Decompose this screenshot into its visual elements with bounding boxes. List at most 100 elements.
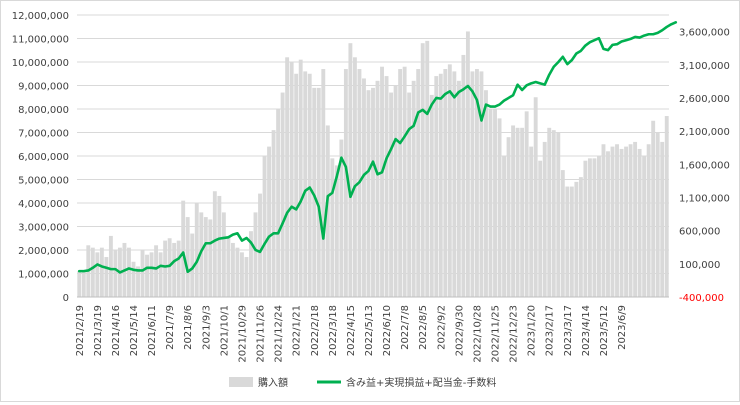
bar [99, 247, 104, 297]
bar [362, 78, 366, 297]
x-tick-label: 2021/11/26 [256, 305, 267, 363]
bar [325, 125, 330, 297]
legend-label-line: 含み益+実現損益+配当金-手数料 [346, 376, 496, 389]
bar [542, 141, 547, 297]
x-tick-label: 2022/11/25 [491, 305, 502, 363]
right-axis-tick-labels: -400,000 100,000 600,000 1,100,000 1,600,000… [679, 28, 730, 304]
bar [81, 271, 86, 297]
bar [628, 144, 633, 297]
bar [615, 144, 619, 297]
bar [307, 73, 312, 297]
x-tick-label: 2022/9/30 [454, 305, 465, 356]
line-series-total-profit [77, 20, 678, 274]
bar [524, 111, 529, 297]
bar [610, 146, 615, 297]
right-tick-label: 600,000 [679, 227, 720, 238]
bar-series-purchase-amount [77, 31, 669, 298]
bar [366, 90, 371, 297]
x-tick-label: 2022/7/8 [400, 305, 411, 350]
bar [651, 120, 656, 297]
bar [447, 64, 452, 297]
x-tick-label: 2022/8/5 [418, 305, 429, 350]
bar [551, 130, 556, 297]
right-tick-label: 100,000 [679, 260, 720, 271]
x-tick-label: 2021/2/19 [75, 305, 86, 356]
x-tick-label: 2021/8/6 [183, 305, 194, 350]
bar [420, 43, 425, 298]
bar [375, 80, 380, 297]
bar [411, 80, 416, 297]
bar [664, 116, 669, 297]
bar [407, 92, 412, 297]
bar [108, 235, 113, 297]
bar [488, 109, 493, 297]
bar [619, 148, 624, 297]
bar [578, 177, 583, 297]
bar [249, 231, 253, 297]
bar [113, 250, 118, 297]
bar [244, 257, 249, 297]
legend-swatch-bar [229, 377, 253, 387]
bar [145, 254, 149, 297]
bar [456, 80, 461, 297]
left-tick-label: 7,000,000 [18, 129, 69, 140]
x-tick-label: 2023/2/17 [545, 305, 556, 356]
bar [642, 156, 647, 297]
bar [646, 144, 651, 297]
x-tick-label: 2022/4/15 [346, 305, 357, 356]
bar [533, 97, 538, 297]
x-tick-label: 2023/4/14 [581, 305, 592, 356]
x-tick-label: 2021/3/19 [93, 305, 104, 356]
bar [520, 127, 525, 297]
x-tick-label: 2021/7/9 [165, 305, 176, 350]
bar [221, 212, 226, 297]
bar [470, 71, 475, 298]
bar [416, 69, 421, 297]
bar [77, 271, 82, 297]
bar [276, 109, 281, 297]
bar [502, 156, 506, 297]
bar [240, 252, 244, 297]
bar [389, 92, 394, 297]
bar [131, 261, 136, 297]
left-tick-label: 4,000,000 [18, 199, 69, 210]
bar [637, 148, 642, 297]
bar [271, 130, 276, 297]
x-tick-label: 2022/6/10 [382, 305, 393, 356]
bar [565, 186, 570, 297]
bar [624, 146, 629, 297]
bar [606, 151, 610, 297]
left-tick-label: 11,000,000 [12, 35, 69, 46]
bar [90, 247, 95, 297]
bar [140, 250, 145, 297]
x-tick-label: 2022/12/23 [509, 305, 520, 363]
bar [226, 235, 231, 297]
right-tick-label: 1,600,000 [679, 160, 730, 171]
bar [352, 57, 357, 297]
x-tick-label: 2023/1/20 [527, 305, 538, 356]
bar [655, 132, 660, 297]
bar [316, 87, 321, 297]
x-tick-label: 2023/5/12 [599, 305, 610, 356]
bar [380, 66, 384, 297]
bar [633, 141, 638, 297]
x-tick-label: 2021/6/11 [147, 305, 158, 356]
bar [280, 92, 285, 297]
x-axis-tick-labels: 2021/2/19 2021/3/19 2021/4/16 2021/5/14 2021… [75, 305, 628, 363]
bar [258, 193, 262, 297]
right-tick-label: 2,600,000 [679, 94, 730, 105]
left-tick-label: 12,000,000 [12, 11, 69, 22]
bar [393, 85, 398, 297]
left-tick-label: 1,000,000 [18, 270, 69, 281]
left-tick-label: 3,000,000 [18, 223, 69, 234]
left-tick-label: 6,000,000 [18, 152, 69, 163]
bar [330, 158, 335, 297]
x-tick-label: 2021/4/16 [111, 305, 122, 356]
x-tick-label: 2022/9/2 [436, 305, 447, 350]
bar [294, 73, 299, 297]
bar [371, 87, 375, 297]
bar [149, 252, 154, 297]
bar [199, 212, 204, 297]
